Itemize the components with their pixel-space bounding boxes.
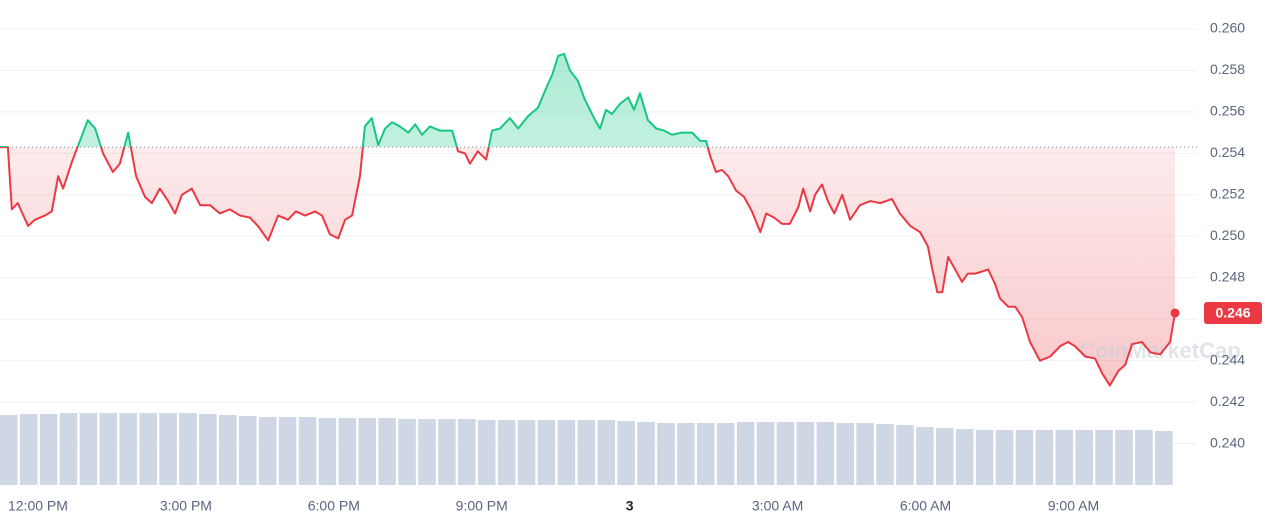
volume-bar [0,415,18,485]
volume-bar [238,416,257,485]
y-tick-label: 0.248 [1210,268,1245,284]
volume-bar [418,419,436,485]
y-tick-label: 0.258 [1210,61,1245,77]
volume-bar [796,422,815,485]
y-tick-label: 0.260 [1210,20,1245,36]
volume-bar [258,417,277,485]
volume-bar [199,414,217,485]
volume-bar [1155,431,1173,485]
volume-bar [159,413,177,485]
y-tick-label: 0.244 [1210,351,1245,367]
volume-bar [856,423,874,485]
volume-bar [438,419,456,485]
x-tick-label: 9:00 AM [1048,498,1099,514]
volume-bar [1035,430,1054,485]
volume-bar [497,420,516,485]
volume-bar [916,427,934,485]
volume-bar [19,414,38,485]
volume-bar [398,419,416,485]
volume-bar [298,417,317,485]
x-tick-label: 12:00 PM [8,498,68,514]
volume-bar [278,417,297,485]
volume-bar [577,420,596,485]
volume-bar [179,413,197,485]
volume-bar [99,413,118,485]
volume-bar [219,415,237,485]
y-tick-label: 0.254 [1210,144,1245,160]
volume-bar [617,421,635,485]
volume-bar [697,423,715,485]
volume-bar [776,422,795,485]
volume-bar [876,424,894,485]
volume-bar [139,413,157,485]
volume-bar [1015,430,1034,485]
volume-bar [736,422,755,485]
volume-bar [975,430,994,485]
x-tick-label: 3:00 AM [752,498,803,514]
volume-bar [557,420,576,485]
volume-bar [79,413,98,485]
price-tag [1204,301,1262,324]
volume-bar [896,425,914,485]
volume-bar [637,422,655,485]
y-tick-label: 0.250 [1210,227,1245,243]
volume-bar [1055,430,1074,485]
y-tick-label: 0.242 [1210,393,1245,409]
last-point [1170,308,1180,318]
volume-bar [955,429,974,485]
volume-bar [517,420,536,485]
volume-bar [816,422,835,485]
y-tick-label: 0.252 [1210,186,1245,202]
axes: 0.240 0.242 0.244 0.246 0.248 0.250 0.252 0.254… [8,20,1262,514]
area-up [0,53,1175,148]
price-line [0,52,1176,387]
volume-bar [1075,430,1093,485]
price-tag-label: 0.246 [1215,305,1250,321]
price-line [0,52,1180,387]
volume-bar [995,430,1014,485]
volume-bar [716,423,735,485]
volume-bar [657,423,675,485]
volume-bar [378,418,396,485]
y-tick-label: 0.256 [1210,103,1245,119]
volume-bar [59,413,78,485]
volume-bar [458,419,476,485]
volume-bar [358,418,376,485]
watermark: CoinMarketCap [1079,338,1240,363]
y-tick-label: 0.240 [1210,434,1245,450]
volume-bar [318,418,337,485]
volume-bar [836,423,854,485]
volume-bar [119,413,138,485]
volume-bars [0,413,1173,485]
x-tick-label: 6:00 AM [900,498,951,514]
volume-bar [477,420,496,485]
volume-bar [1095,430,1113,485]
volume-bar [756,422,775,485]
volume-bar [597,420,615,485]
area-down [0,147,1175,386]
volume-bar [338,418,357,485]
x-tick-label: 6:00 PM [308,498,360,514]
x-tick-label: 3 [626,498,634,514]
volume-bar [537,420,556,485]
volume-bar [39,414,58,485]
x-tick-label: 3:00 PM [160,498,212,514]
volume-bar [677,423,695,485]
x-tick-label: 9:00 PM [456,498,508,514]
volume-bar [1135,430,1153,485]
volume-bar [1115,430,1133,485]
areas [0,53,1197,386]
volume-bar [936,428,954,485]
